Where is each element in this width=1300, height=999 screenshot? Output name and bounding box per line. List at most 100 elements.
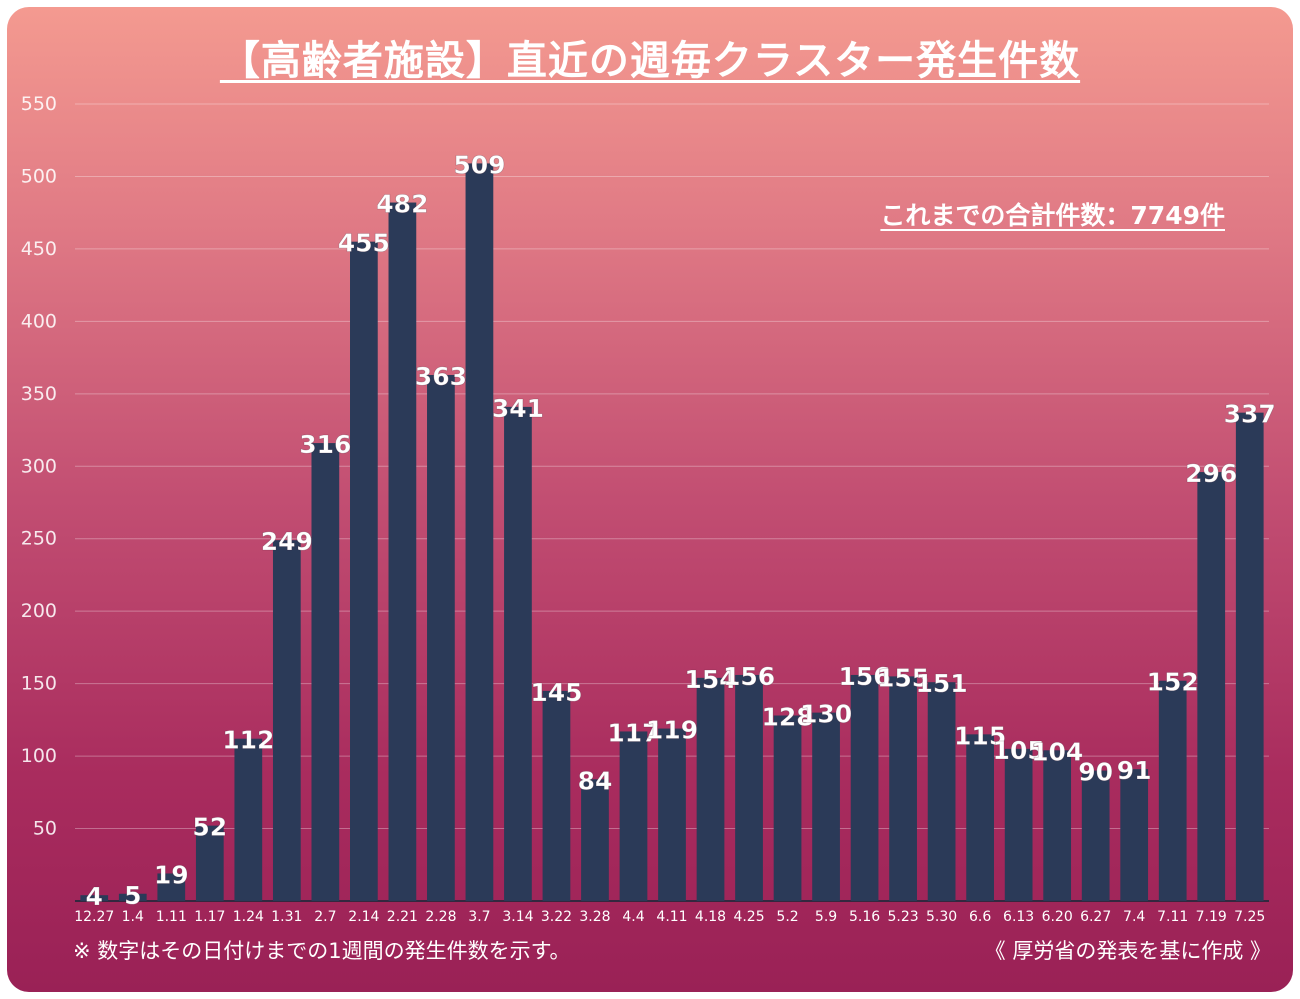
x-tick-label: 4.18 [695,909,726,925]
data-label: 52 [192,813,227,842]
data-label: 455 [338,229,390,258]
total-count-label: これまでの合計件数：7749件 [880,201,1225,230]
data-label: 154 [684,665,736,694]
data-label: 112 [222,726,274,755]
data-label: 341 [492,394,544,423]
x-tick-label: 2.14 [348,909,379,925]
x-tick-label: 3.22 [541,909,572,925]
x-tick-label: 1.11 [156,909,187,925]
bar-1.4 [118,893,147,901]
bar-6.13 [1004,748,1033,901]
y-tick-label: 400 [21,310,57,332]
bar-1.17 [195,825,224,901]
bar-3.14 [504,406,532,901]
data-label: 84 [578,766,613,795]
data-label: 128 [761,703,813,732]
y-tick-label: 150 [21,673,57,695]
x-tick-label: 1.24 [233,909,264,925]
x-tick-label: 6.6 [969,909,991,925]
x-tick-label: 2.7 [314,909,336,925]
x-tick-label: 7.19 [1196,909,1227,925]
data-label: 105 [993,736,1045,765]
bar-3.28 [581,779,609,901]
x-tick-label: 5.16 [849,909,880,925]
y-tick-label: 550 [21,93,57,115]
data-label: 90 [1078,758,1113,787]
bar-7.11 [1158,680,1187,901]
bar-1.24 [234,738,263,901]
bar-chart: 50 100 150 200 250 300 350 400 450 500 550 12.27 1.… [21,93,1276,925]
data-label: 156 [723,662,775,691]
x-tick-label: 6.20 [1042,909,1073,925]
x-tick-label: 5.2 [776,909,798,925]
x-tick-label: 2.21 [387,909,418,925]
y-tick-label: 450 [21,238,57,260]
data-label: 482 [376,190,428,219]
data-label: 145 [530,678,582,707]
bar-2.14 [350,241,378,901]
data-label: 152 [1147,668,1199,697]
data-label: 249 [261,527,313,556]
data-label: 115 [954,721,1006,750]
data-label: 104 [1031,737,1083,766]
x-tick-label: 3.7 [468,909,490,925]
y-tick-label: 500 [21,165,57,187]
x-tick-label: 1.31 [271,909,302,925]
bars [80,163,1264,902]
x-tick-label: 1.17 [194,909,225,925]
bar-4.4 [619,731,648,901]
bar-1.11 [157,873,186,901]
x-tick-label: 12.27 [74,909,114,925]
x-tick-label: 1.4 [122,909,144,925]
x-tick-label: 7.25 [1234,909,1265,925]
bar-5.9 [812,712,840,901]
data-label: 19 [154,860,189,889]
y-tick-label: 350 [21,383,57,405]
data-label: 5 [124,881,141,910]
y-tick-label: 50 [33,818,57,840]
x-tick-label: 5.9 [815,909,837,925]
x-tick-label: 6.13 [1003,909,1034,925]
chart-title-text: 【高齢者施設】直近の週毎クラスター発生件数 [219,38,1081,84]
bar-5.16 [850,674,879,901]
x-tick-label: 4.11 [656,909,687,925]
chart-title: 【高齢者施設】直近の週毎クラスター発生件数 [7,35,1293,87]
y-tick-label: 300 [21,455,57,477]
data-label: 296 [1185,459,1237,488]
y-tick-label: 250 [21,528,57,550]
bar-7.19 [1197,472,1226,901]
bar-6.27 [1081,770,1110,901]
x-tick-label: 3.28 [579,909,610,925]
bar-6.6 [966,734,994,901]
bar-1.31 [272,540,301,901]
data-label: 316 [299,430,351,459]
data-label: 337 [1224,400,1276,429]
bar-5.30 [927,682,956,901]
bar-4.11 [658,728,686,901]
data-label: 4 [86,882,103,911]
bar-2.21 [388,202,417,901]
data-label: 509 [453,150,505,179]
x-tick-label: 5.30 [926,909,957,925]
bar-4.18 [696,677,725,901]
data-label: 130 [800,700,852,729]
bar-6.20 [1043,750,1072,901]
data-label: 151 [916,669,968,698]
chart-frame: 50 100 150 200 250 300 350 400 450 500 550 12.27 1.… [7,7,1293,992]
x-axis-ticks: 12.27 1.4 1.11 1.17 1.24 1.31 2.7 2.14 2.21 2.28 3… [74,909,1265,925]
data-label: 117 [607,718,659,747]
footnote: ※ 数字はその日付けまでの1週間の発生件数を示す。 [73,939,571,963]
x-tick-label: 3.14 [502,909,533,925]
x-tick-label: 7.11 [1157,909,1188,925]
bar-7.25 [1235,412,1264,901]
bar-7.4 [1120,769,1149,901]
y-axis-ticks: 50 100 150 200 250 300 350 400 450 500 550 [21,93,57,840]
data-label: 363 [415,362,467,391]
data-label: 156 [838,662,890,691]
data-label: 155 [877,663,929,692]
y-tick-label: 100 [21,745,57,767]
source-note: 《 厚労省の発表を基に作成 》 [984,939,1271,963]
x-tick-label: 5.23 [888,909,919,925]
bar-2.28 [427,374,455,902]
